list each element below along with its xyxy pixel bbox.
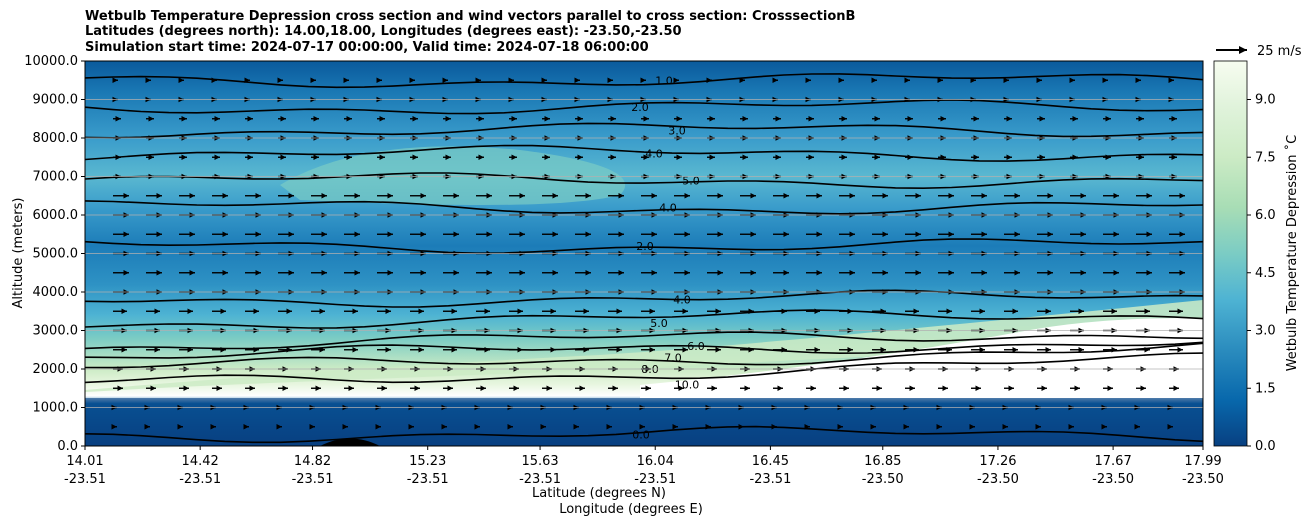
x-tick-label-lon: -23.50 — [862, 472, 904, 487]
contour-line — [85, 172, 1203, 190]
contour-line — [85, 352, 1203, 384]
contour-line — [85, 73, 1203, 89]
contour-label: 5.0 — [682, 174, 700, 187]
x-tick-label-lat: 16.04 — [637, 454, 674, 469]
contour-line — [85, 309, 1203, 329]
y-tick-label: 7000.0 — [33, 170, 79, 185]
y-tick-label: 4000.0 — [33, 285, 79, 300]
colorbar-tick-label: 3.0 — [1255, 324, 1276, 339]
y-tick-label: 5000.0 — [33, 247, 79, 262]
y-tick-label: 10000.0 — [24, 54, 78, 69]
contour-label: 2.0 — [631, 101, 649, 114]
contour-line — [85, 99, 1203, 115]
x-tick-label-lon: -23.51 — [64, 472, 106, 487]
colorbar-tick-label: 0.0 — [1255, 439, 1276, 454]
colorbar — [1213, 60, 1248, 447]
contour-line — [85, 238, 1203, 255]
x-tick-label-lat: 14.42 — [182, 454, 219, 469]
contour-label: 0.0 — [632, 428, 650, 441]
y-tick-label: 3000.0 — [33, 324, 79, 339]
colorbar-tick-label: 4.5 — [1255, 266, 1276, 281]
x-tick-label-lon: -23.51 — [292, 472, 334, 487]
contour-lines: 2.03.04.05.04.02.04.05.06.07.08.010.01.0… — [85, 73, 1203, 444]
contour-label: 10.0 — [675, 378, 700, 391]
chart-title-line-2: Latitudes (degrees north): 14.00,18.00, … — [85, 24, 682, 39]
contour-label: 4.0 — [645, 147, 663, 160]
y-tick-label: 2000.0 — [33, 362, 79, 377]
colorbar-ticks: 0.0 1.5 3.0 4.5 6.0 7.5 9.0 — [1247, 93, 1276, 454]
contour-fill-upper — [280, 146, 626, 205]
x-tick-label-lat: 15.23 — [409, 454, 446, 469]
colorbar-tick-label: 6.0 — [1255, 208, 1276, 223]
x-tick-label-lat: 16.45 — [752, 454, 789, 469]
colorbar-tick-label: 1.5 — [1255, 381, 1276, 396]
chart-title-line-1: Wetbulb Temperature Depression cross sec… — [85, 9, 856, 24]
x-tick-label-lon: -23.51 — [749, 472, 791, 487]
plot-area: 2.03.04.05.04.02.04.05.06.07.08.010.01.0… — [85, 61, 1203, 446]
contour-label: 2.0 — [636, 240, 654, 253]
contour-label: 5.0 — [650, 317, 668, 330]
x-tick-label-lon: -23.50 — [977, 472, 1019, 487]
y-axis: 0.0 1000.0 2000.0 3000.0 4000.0 5000.0 6000.0 7… — [24, 54, 85, 454]
x-axis-label-lon: Longitude (degrees E) — [559, 502, 703, 517]
x-tick-label-lon: -23.51 — [519, 472, 561, 487]
x-tick-label-lat: 16.85 — [864, 454, 901, 469]
y-tick-label: 8000.0 — [33, 131, 79, 146]
y-tick-label: 9000.0 — [33, 93, 79, 108]
x-tick-label-lat: 17.67 — [1095, 454, 1132, 469]
contour-line — [85, 341, 1203, 359]
contour-label: 1.0 — [655, 74, 673, 87]
x-tick-label-lon: -23.50 — [1182, 472, 1224, 487]
gridlines — [85, 61, 1203, 446]
x-axis: 14.01 -23.51 14.42 -23.51 14.82 -23.51 15.23 -2… — [64, 446, 1224, 487]
contour-line — [85, 425, 1203, 444]
y-tick-label: 1000.0 — [33, 401, 79, 416]
x-tick-label-lat: 17.26 — [979, 454, 1016, 469]
x-tick-label-lat: 14.82 — [294, 454, 331, 469]
x-tick-label-lon: -23.51 — [634, 472, 676, 487]
y-tick-label: 0.0 — [57, 439, 78, 454]
colorbar-label: Wetbulb Temperature Depression ˚C — [1284, 135, 1300, 372]
x-tick-label-lat: 15.63 — [521, 454, 558, 469]
x-tick-label-lat: 17.99 — [1184, 454, 1221, 469]
quiver-key-label: 25 m/s — [1257, 44, 1302, 59]
x-tick-label-lat: 14.01 — [66, 454, 103, 469]
contour-label: 3.0 — [668, 124, 686, 137]
y-axis-label: Altitude (meters) — [11, 198, 26, 309]
x-axis-label-lat: Latitude (degrees N) — [532, 486, 666, 501]
contour-line — [85, 122, 1203, 139]
colorbar-tick-label: 9.0 — [1255, 93, 1276, 108]
x-tick-label-lon: -23.50 — [1092, 472, 1134, 487]
contour-line — [85, 289, 1203, 308]
y-tick-label: 6000.0 — [33, 208, 79, 223]
colorbar-tick-label: 7.5 — [1255, 150, 1276, 165]
contour-line — [85, 144, 1203, 162]
contour-label: 4.0 — [673, 294, 691, 307]
chart-title-line-3: Simulation start time: 2024-07-17 00:00:… — [85, 40, 649, 55]
contour-line — [85, 331, 1203, 350]
contour-label: 7.0 — [664, 351, 682, 364]
contour-fill-max — [640, 318, 1203, 398]
contour-label: 4.0 — [659, 201, 677, 214]
contour-line — [85, 200, 1203, 215]
x-tick-label-lon: -23.51 — [179, 472, 221, 487]
x-tick-label-lon: -23.51 — [407, 472, 449, 487]
